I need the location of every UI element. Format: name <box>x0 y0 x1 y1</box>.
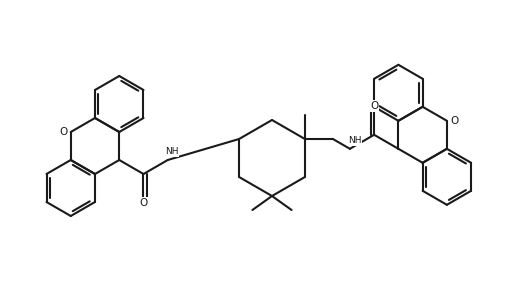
Text: NH: NH <box>348 136 362 145</box>
Text: O: O <box>451 116 459 126</box>
Text: O: O <box>60 127 68 137</box>
Text: O: O <box>370 101 378 111</box>
Text: O: O <box>139 198 148 208</box>
Text: NH: NH <box>165 148 178 156</box>
